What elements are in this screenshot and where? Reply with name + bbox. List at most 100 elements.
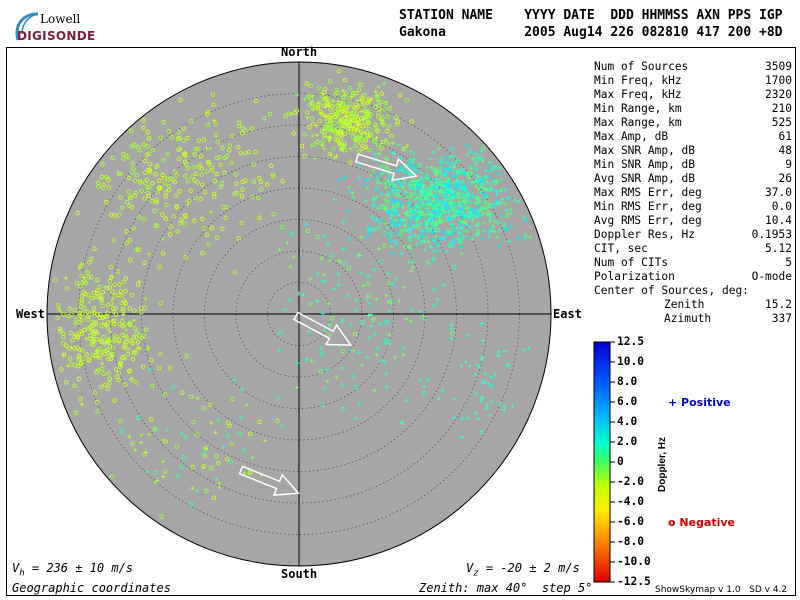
negative-source — [132, 349, 137, 355]
positive-source — [394, 201, 399, 206]
negative-source — [119, 300, 124, 306]
zenith-info: Zenith: max 40° step 5° — [419, 581, 593, 595]
negative-source — [113, 305, 118, 311]
positive-source — [453, 227, 458, 232]
negative-source — [95, 409, 100, 414]
positive-source — [288, 264, 293, 269]
positive-source — [56, 307, 61, 312]
positive-source — [208, 210, 213, 215]
positive-source — [94, 328, 99, 333]
positive-source — [429, 165, 434, 170]
negative-source — [214, 155, 220, 161]
positive-source — [336, 258, 341, 263]
negative-source — [134, 247, 139, 252]
negative-source — [163, 194, 168, 199]
negative-source — [196, 138, 202, 143]
positive-source — [473, 372, 478, 377]
positive-source — [380, 202, 385, 207]
positive-source — [502, 223, 507, 228]
negative-source — [359, 95, 364, 100]
positive-source — [461, 234, 466, 239]
positive-source — [385, 225, 390, 230]
positive-source — [503, 201, 508, 206]
negative-source — [239, 193, 245, 199]
compass-south: South — [281, 567, 318, 581]
negative-source — [118, 195, 123, 200]
positive-source — [487, 234, 492, 239]
positive-source — [475, 173, 480, 178]
negative-source — [374, 172, 380, 177]
positive-source — [489, 188, 494, 193]
negative-source — [157, 178, 162, 183]
positive-source — [399, 421, 404, 426]
negative-source — [385, 128, 390, 134]
positive-source — [443, 167, 448, 172]
negative-source — [258, 187, 264, 192]
positive-source — [320, 311, 325, 316]
positive-source — [361, 283, 366, 288]
positive-source — [369, 312, 374, 317]
positive-source — [470, 236, 475, 241]
positive-source — [322, 146, 327, 151]
positive-source — [332, 127, 337, 132]
negative-source — [320, 351, 325, 357]
negative-source — [374, 93, 380, 99]
negative-source — [332, 120, 338, 126]
positive-source — [296, 291, 301, 296]
positive-source — [350, 195, 355, 200]
negative-source — [111, 238, 116, 243]
negative-source — [409, 119, 415, 124]
negative-source — [322, 129, 327, 134]
negative-source — [249, 126, 254, 131]
negative-source — [142, 196, 147, 201]
negative-source — [472, 210, 478, 215]
negative-source — [169, 135, 175, 140]
negative-source — [106, 356, 111, 362]
positive-source — [436, 243, 441, 248]
positive-source — [421, 314, 426, 319]
positive-source — [424, 176, 429, 181]
negative-source — [124, 199, 130, 205]
positive-source — [465, 152, 470, 157]
positive-source — [320, 143, 325, 148]
positive-source — [96, 331, 101, 336]
positive-source — [435, 169, 440, 174]
positive-source — [164, 428, 169, 433]
negative-source — [107, 376, 113, 382]
positive-source — [58, 309, 63, 314]
positive-source — [449, 217, 454, 222]
negative-source — [145, 144, 150, 149]
negative-source — [76, 357, 82, 362]
positive-source — [434, 206, 439, 211]
negative-source — [99, 339, 105, 345]
positive-source — [139, 433, 144, 438]
negative-source — [89, 256, 94, 262]
header-line-labels: STATION NAME YYYY DATE DDD HHMMSS AXN PP… — [399, 8, 783, 23]
positive-source — [517, 199, 522, 204]
positive-source — [444, 216, 449, 221]
positive-source — [153, 480, 158, 485]
negative-source — [235, 144, 241, 150]
positive-source — [393, 355, 398, 360]
positive-source — [412, 182, 417, 187]
negative-source — [99, 366, 105, 372]
negative-source — [200, 250, 205, 256]
negative-source — [132, 326, 138, 331]
positive-source — [339, 131, 344, 136]
stat-label: Max Range, km — [594, 116, 682, 129]
negative-source — [115, 269, 121, 274]
positive-source — [432, 212, 437, 217]
negative-source — [133, 335, 139, 340]
positive-source — [204, 146, 209, 151]
negative-source — [371, 317, 376, 323]
positive-source — [483, 174, 488, 179]
positive-source — [347, 127, 352, 132]
positive-source — [402, 223, 407, 228]
positive-source — [462, 183, 467, 188]
negative-source — [328, 107, 333, 112]
negative-source — [270, 174, 276, 179]
positive-source — [509, 224, 514, 229]
positive-source — [496, 349, 501, 354]
positive-source — [404, 398, 409, 403]
negative-source — [372, 137, 377, 142]
